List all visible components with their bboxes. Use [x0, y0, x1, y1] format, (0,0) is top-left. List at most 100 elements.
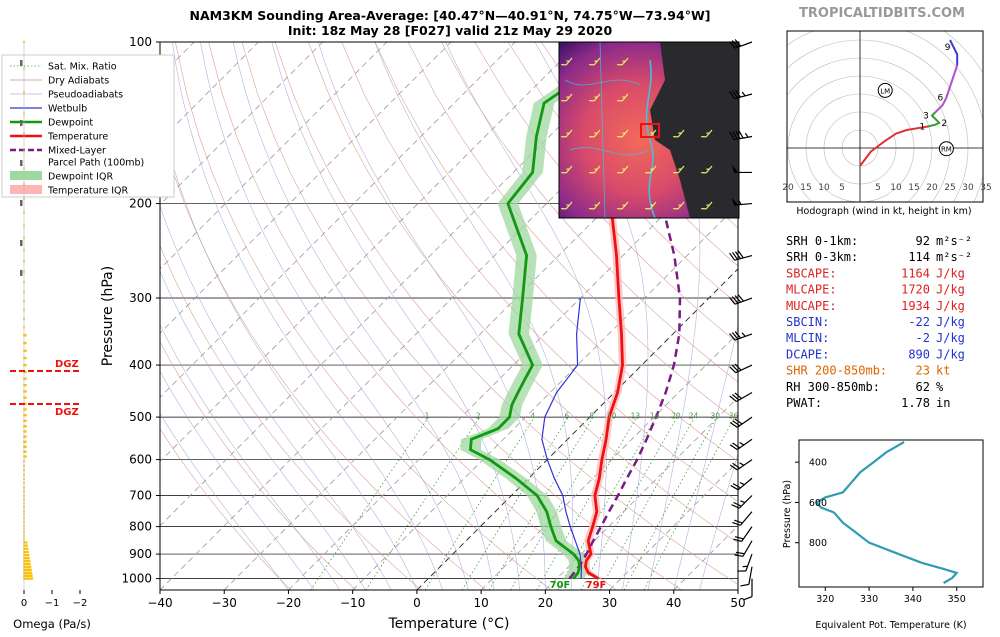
param-label: DCAPE: [786, 347, 829, 361]
x-tick-label: 0 [413, 596, 421, 610]
legend-label: Pseudoadiabats [48, 90, 123, 101]
y-tick-label: 400 [129, 358, 152, 372]
dry-adiabat [241, 42, 682, 590]
dgz-label-top: DGZ [55, 359, 79, 370]
isotherm [160, 42, 580, 463]
mixing-ratio-label: 1 [425, 411, 430, 420]
omega-tick-label: 0 [21, 598, 27, 609]
param-row: RH 300-850mb: 62% [786, 380, 944, 394]
pseudoadiabat [699, 452, 738, 590]
legend-item: Temperature IQR [10, 185, 128, 197]
pseudoadiabat [673, 323, 738, 590]
wind-barb [561, 129, 573, 138]
mixing-ratio-line [536, 416, 638, 590]
omega-bar [23, 334, 27, 337]
wind-barbs [729, 39, 753, 601]
wind-barb [617, 57, 629, 66]
figure-title: NAM3KM Sounding Area-Average: [40.47°N—4… [190, 8, 711, 23]
x-tick-label: −40 [147, 596, 172, 610]
mixing-ratio-line [424, 416, 535, 590]
theta-e-xtick-label: 350 [948, 594, 966, 605]
storm-motion-label: LM [880, 87, 890, 95]
wind-barb [561, 93, 573, 102]
wind-barb [617, 93, 629, 102]
omega-bar [23, 390, 27, 393]
mixing-ratio-label: 13 [631, 411, 641, 420]
param-value: 23 [916, 364, 930, 378]
x-tick-label: 50 [730, 596, 745, 610]
pseudoadiabat [271, 42, 520, 590]
omega-bar [23, 341, 27, 345]
wind-barb [673, 201, 685, 210]
mixing-ratio-line [510, 416, 614, 590]
wind-barb [589, 165, 601, 174]
param-label: PWAT: [786, 396, 822, 410]
param-value: 62 [916, 380, 930, 394]
param-row: MUCAPE: 1934 J/kg [786, 299, 965, 313]
param-label: SBCIN: [786, 315, 829, 329]
omega-bar [23, 563, 31, 566]
theta-e-xtick-label: 340 [904, 594, 922, 605]
dry-adiabat [807, 42, 1000, 590]
dewpoint-line [469, 42, 601, 580]
omega-bar [23, 547, 29, 550]
dry-adiabat [208, 42, 617, 590]
omega-bar [23, 566, 32, 569]
hodograph-tick-label: 5 [875, 183, 881, 193]
param-label: MUCAPE: [786, 299, 837, 313]
dry-adiabat [507, 42, 738, 305]
legend-label-line2: Parcel Path (100mb) [48, 158, 144, 169]
isotherm [160, 42, 388, 270]
omega-bar [23, 571, 33, 575]
omega-marker [20, 200, 23, 206]
wind-barb [617, 165, 629, 174]
wind-barb [617, 201, 629, 210]
ocean-area [650, 42, 739, 218]
skew-t-ylabel: Pressure (hPa) [100, 266, 116, 366]
y-tick-label: 800 [129, 520, 152, 534]
wind-barb [729, 416, 753, 428]
region-highlight [640, 123, 660, 138]
skew-t-xlabel: Temperature (°C) [388, 616, 510, 632]
wind-barb [701, 201, 713, 210]
wind-barb [673, 129, 685, 138]
y-tick-label: 300 [129, 291, 152, 305]
wind-barb [645, 165, 657, 174]
omega-xlabel: Omega (Pa/s) [13, 617, 91, 631]
hodograph-segment-3-6km [928, 111, 941, 128]
surface-temperature-label: 79F [586, 580, 607, 591]
wind-barb [743, 578, 753, 601]
theta-e-ytick-label: 800 [809, 538, 827, 549]
wind-barb [589, 93, 601, 102]
dry-adiabat [274, 42, 738, 585]
y-tick-label: 200 [129, 197, 152, 211]
param-value: 1164 [901, 266, 930, 280]
param-value: -2 [916, 331, 930, 345]
x-tick-label: 20 [538, 596, 553, 610]
wind-barb [589, 129, 601, 138]
legend-label: Dewpoint IQR [48, 172, 113, 183]
wind-barb [729, 39, 753, 49]
mixing-ratio-label: 6 [564, 411, 569, 420]
pseudoadiabat [160, 114, 418, 590]
omega-bar [23, 377, 27, 380]
param-label: SRH 0-3km: [786, 250, 858, 264]
x-tick-label: 40 [666, 596, 681, 610]
omega-bar [23, 541, 28, 544]
wind-barb [729, 438, 753, 451]
brand-logo: TROPICALTIDBITS.COM [799, 6, 965, 21]
legend-item: Sat. Mix. Ratio [10, 62, 117, 73]
isotherm [160, 42, 452, 334]
theta-e-xtick-label: 330 [860, 594, 878, 605]
param-unit: J/kg [936, 299, 965, 313]
hodograph-tick-label: 35 [980, 183, 991, 193]
pseudoadiabat [160, 412, 289, 590]
legend: Sat. Mix. Ratio Dry Adiabats Pseudoadiabat… [1, 54, 175, 198]
omega-bar [23, 363, 27, 367]
x-tick-label: 30 [602, 596, 617, 610]
hodograph-segment-9km-plus [949, 39, 959, 66]
hodograph-tick-label: 10 [818, 183, 830, 193]
y-tick-label: 1000 [121, 572, 152, 586]
legend-item: Wetbulb [10, 104, 87, 115]
param-unit: m²s⁻² [936, 234, 972, 248]
